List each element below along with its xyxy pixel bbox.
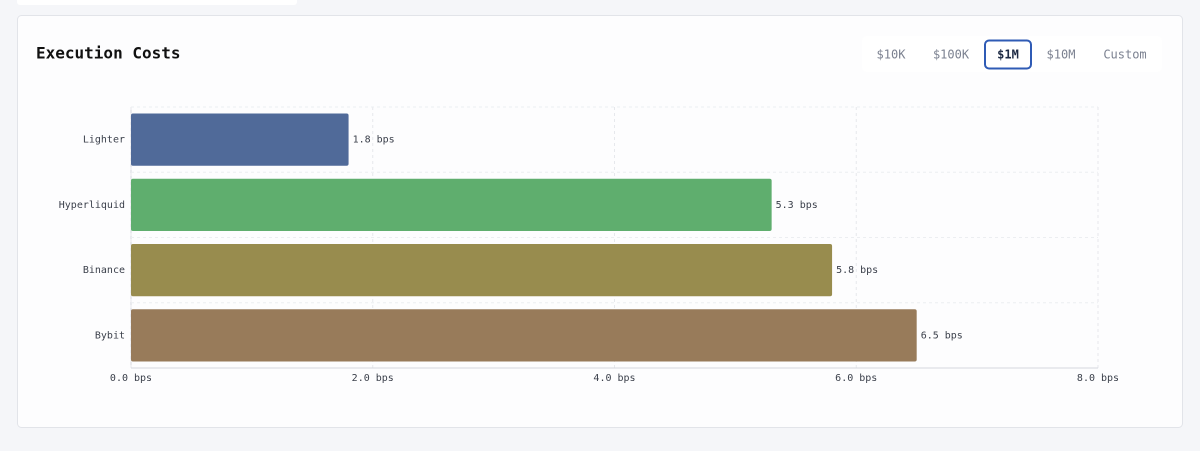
range-button[interactable]: $10M bbox=[1047, 48, 1076, 62]
chart-title: Execution Costs bbox=[36, 44, 181, 63]
value-label: 1.8 bps bbox=[353, 135, 395, 146]
range-button[interactable]: $100K bbox=[933, 48, 970, 62]
value-label: 5.3 bps bbox=[776, 200, 818, 211]
bar bbox=[131, 309, 917, 362]
bar bbox=[131, 113, 349, 166]
x-tick-label: 0.0 bps bbox=[110, 373, 152, 384]
button-selected bbox=[984, 39, 1032, 70]
y-tick-label: Hyperliquid bbox=[59, 200, 125, 211]
value-label: 5.8 bps bbox=[836, 265, 878, 276]
x-tick-label: 2.0 bps bbox=[352, 373, 394, 384]
x-tick-label: 4.0 bps bbox=[593, 373, 635, 384]
y-tick-label: Bybit bbox=[95, 330, 125, 341]
x-tick-label: 8.0 bps bbox=[1077, 373, 1119, 384]
y-tick-label: Binance bbox=[83, 265, 125, 276]
x-tick-label: 6.0 bps bbox=[835, 373, 877, 384]
bar bbox=[131, 244, 833, 297]
bar bbox=[131, 178, 772, 231]
y-tick-label: Lighter bbox=[83, 135, 125, 146]
range-button[interactable]: Custom bbox=[1103, 48, 1146, 62]
top-panel bbox=[17, 0, 297, 5]
range-button[interactable]: $1M bbox=[997, 48, 1019, 62]
value-label: 6.5 bps bbox=[921, 330, 963, 341]
range-button[interactable]: $10K bbox=[877, 48, 907, 62]
